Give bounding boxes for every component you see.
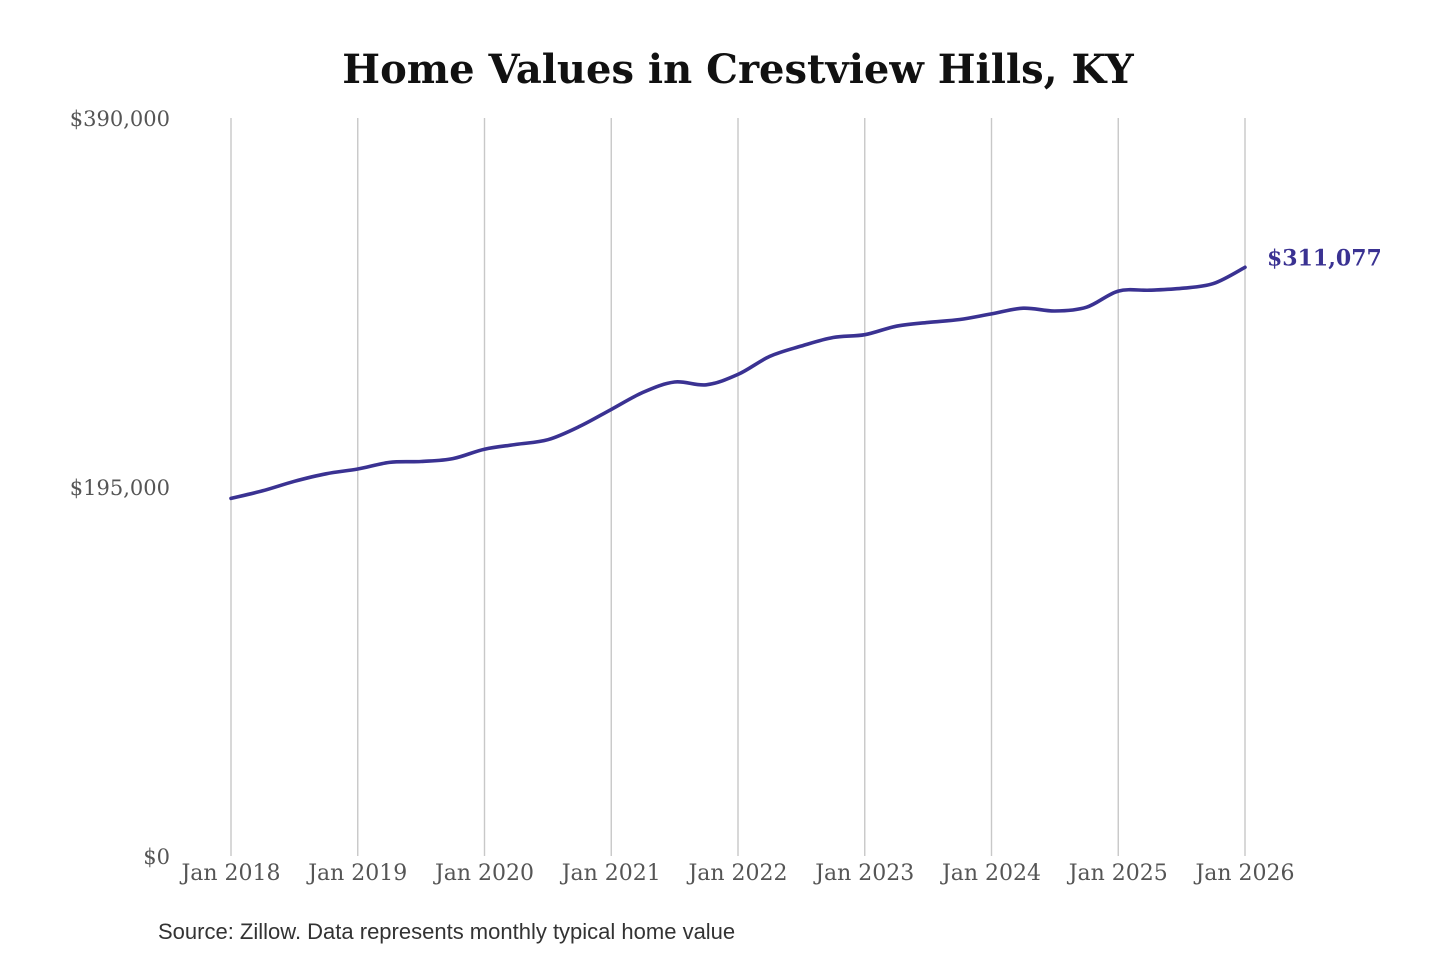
series-layer	[229, 265, 1247, 501]
series-line-0	[229, 265, 1247, 501]
x-tick-label: Jan 2018	[179, 861, 280, 886]
x-tick-label: Jan 2026	[1193, 861, 1294, 886]
x-tick-label: Jan 2024	[940, 861, 1041, 886]
y-tick-label: $390,000	[70, 107, 170, 131]
end-value-label: $311,077	[1267, 245, 1382, 271]
gridlines	[230, 118, 1246, 856]
y-tick-label: $0	[143, 845, 170, 869]
x-tick-label: Jan 2025	[1067, 861, 1168, 886]
source-note: Source: Zillow. Data represents monthly …	[158, 919, 735, 944]
x-tick-label: Jan 2022	[686, 861, 787, 886]
x-tick-label: Jan 2023	[813, 861, 914, 886]
x-tick-label: Jan 2021	[560, 861, 661, 886]
y-tick-label: $195,000	[70, 476, 170, 500]
x-tick-label: Jan 2019	[306, 861, 407, 886]
chart-title: Home Values in Crestview Hills, KY	[342, 46, 1134, 93]
x-tick-label: Jan 2020	[433, 861, 534, 886]
x-axis-tick-labels: Jan 2018 Jan 2019 Jan 2020 Jan 2021 Jan 2022…	[179, 861, 1294, 886]
y-axis-tick-labels: $0 $195,000 $390,000	[70, 107, 170, 869]
